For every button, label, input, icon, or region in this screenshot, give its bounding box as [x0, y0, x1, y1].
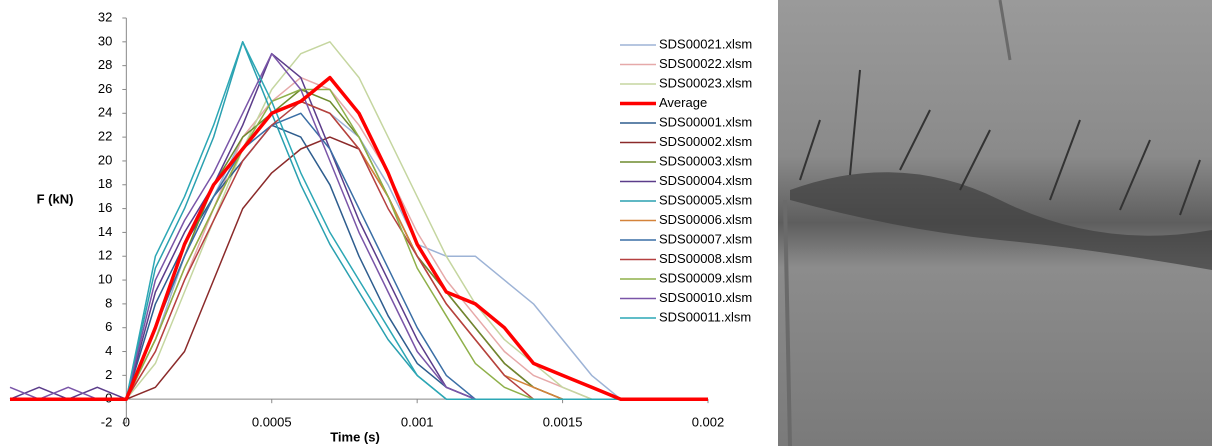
legend-label: SDS00009.xlsm: [659, 270, 752, 285]
series-line: [10, 100, 708, 400]
x-tick-label: 0.001: [401, 414, 434, 429]
y-tick-label: -2: [101, 414, 113, 429]
series-line: [10, 124, 708, 400]
series-line: [10, 100, 708, 400]
y-axis-label: F (kN): [37, 191, 74, 206]
legend-label: SDS00011.xlsm: [659, 309, 751, 324]
legend-label: SDS00006.xlsm: [659, 212, 752, 227]
y-tick-label: 16: [98, 200, 112, 215]
legend-label: Average: [659, 95, 707, 110]
photo: [778, 0, 1212, 446]
legend-label: SDS00002.xlsm: [659, 134, 752, 149]
legend-label: SDS00001.xlsm: [659, 114, 752, 129]
legend-label: SDS00007.xlsm: [659, 231, 752, 246]
x-tick-label: 0.0015: [543, 414, 583, 429]
legend-label: SDS00003.xlsm: [659, 153, 752, 168]
y-tick-label: 8: [105, 295, 112, 310]
y-tick-label: 24: [98, 105, 112, 120]
legend-label: SDS00021.xlsm: [659, 36, 752, 51]
y-tick-label: 26: [98, 81, 112, 96]
y-tick-label: 2: [105, 367, 112, 382]
y-tick-label: 18: [98, 176, 112, 191]
legend-label: SDS00010.xlsm: [659, 290, 752, 305]
series-line: [10, 75, 708, 401]
y-tick-label: 10: [98, 271, 112, 286]
legend-label: SDS00004.xlsm: [659, 173, 752, 188]
legend-label: SDS00005.xlsm: [659, 192, 752, 207]
series-line: [10, 100, 708, 400]
y-tick-label: 28: [98, 57, 112, 72]
chart: F (kN) Time (s) -20246810121416182022242…: [9, 9, 752, 444]
legend-label: SDS00022.xlsm: [659, 56, 752, 71]
legend-label: SDS00008.xlsm: [659, 251, 752, 266]
x-axis-label: Time (s): [330, 429, 380, 444]
series-line: [10, 88, 708, 400]
series-line: [10, 76, 708, 400]
y-tick-label: 6: [105, 319, 112, 334]
y-tick-label: 4: [105, 343, 112, 358]
y-tick-label: 12: [98, 248, 112, 263]
series-line: [10, 136, 708, 400]
series-line: [9, 52, 708, 400]
y-tick-label: 32: [98, 9, 112, 24]
y-tick-label: 20: [98, 152, 112, 167]
legend-label: SDS00023.xlsm: [659, 75, 752, 90]
x-tick-label: 0.002: [692, 414, 725, 429]
y-tick-label: 30: [98, 33, 112, 48]
x-tick-label: 0.0005: [252, 414, 292, 429]
y-tick-label: 14: [98, 224, 112, 239]
y-tick-label: 22: [98, 129, 112, 144]
series-line: [9, 52, 708, 400]
